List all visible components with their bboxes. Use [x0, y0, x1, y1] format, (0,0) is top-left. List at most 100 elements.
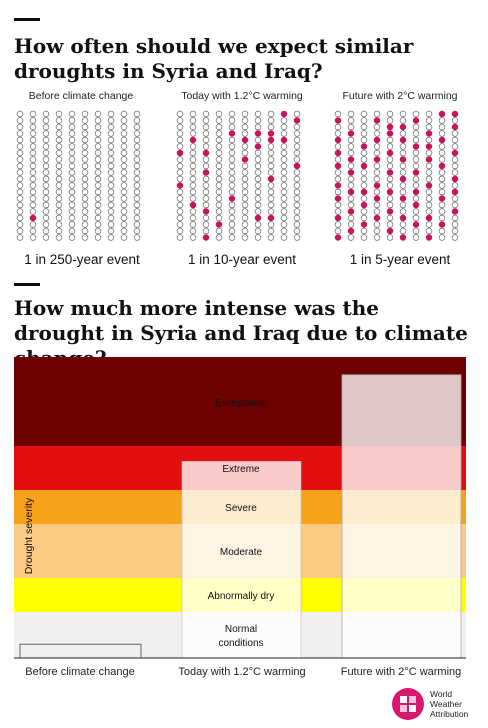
waffle-dot	[202, 214, 210, 222]
wwa-logo-text: World Weather Attribution	[430, 689, 468, 719]
waffle-dot	[133, 182, 141, 189]
waffle-dot	[107, 156, 115, 163]
waffle-dot	[215, 182, 223, 189]
waffle-dot	[280, 117, 288, 124]
waffle-dot	[120, 169, 128, 176]
waffle-dot	[412, 123, 420, 131]
waffle-dot	[107, 175, 115, 183]
waffle-dot-highlighted	[438, 110, 446, 118]
waffle-dot	[16, 123, 24, 131]
waffle-dot-highlighted	[412, 143, 420, 150]
waffle-dot	[133, 169, 141, 176]
waffle-dot	[42, 156, 50, 163]
waffle-dot	[254, 221, 262, 228]
waffle-dot-highlighted	[451, 208, 459, 215]
waffle-dot	[215, 136, 223, 144]
waffle-dot-highlighted	[267, 214, 275, 222]
waffle-dot	[373, 227, 381, 235]
waffle-dot	[55, 123, 63, 131]
waffle-dot	[412, 136, 420, 144]
waffle-dot	[412, 130, 420, 137]
waffle-dot	[189, 214, 197, 222]
waffle-dot-highlighted	[451, 149, 459, 157]
waffle-dot	[451, 136, 459, 144]
waffle-dot	[107, 169, 115, 176]
waffle-dot	[94, 195, 102, 202]
waffle-dot	[412, 182, 420, 189]
waffle-dot-highlighted	[386, 169, 394, 176]
waffle-label-future: 1 in 5-year event	[349, 252, 451, 267]
waffle-dot	[94, 208, 102, 215]
waffle-dot	[347, 123, 355, 131]
waffle-dot-highlighted	[386, 149, 394, 157]
waffle-dot	[16, 169, 24, 176]
waffle-dot	[120, 143, 128, 150]
waffle-dot	[29, 234, 37, 241]
waffle-dot	[386, 156, 394, 163]
waffle-dot	[360, 182, 368, 189]
waffle-dot	[347, 136, 355, 144]
waffle-dot	[228, 208, 236, 215]
waffle-dot	[189, 143, 197, 150]
waffle-dot-highlighted	[425, 234, 433, 241]
waffle-dot	[133, 156, 141, 163]
waffle-dot	[254, 234, 262, 241]
waffle-dot	[68, 156, 76, 163]
waffle-dot	[425, 195, 433, 202]
waffle-dot	[94, 156, 102, 163]
waffle-dot	[425, 188, 433, 196]
waffle-dot	[412, 195, 420, 202]
waffle-dot	[228, 149, 236, 157]
waffle-dot	[215, 123, 223, 131]
waffle-dot	[29, 182, 37, 189]
waffle-dot	[280, 175, 288, 183]
waffle-dot	[81, 136, 89, 144]
band-label-extreme: Extreme	[222, 464, 260, 475]
waffle-dot-highlighted	[412, 169, 420, 176]
waffle-dot	[133, 130, 141, 137]
waffle-dot-highlighted	[451, 175, 459, 183]
waffle-dot	[68, 182, 76, 189]
waffle-dot	[42, 110, 50, 118]
waffle-dot	[202, 182, 210, 189]
waffle-dot	[334, 143, 342, 150]
waffle-dot	[254, 188, 262, 196]
waffle-dot	[254, 201, 262, 209]
waffle-dot	[334, 175, 342, 183]
waffle-dot	[267, 188, 275, 196]
waffle-dot	[293, 234, 301, 241]
waffle-dot	[133, 201, 141, 209]
waffle-dot-highlighted	[293, 162, 301, 170]
waffle-dot	[68, 162, 76, 170]
waffle-dot	[412, 149, 420, 157]
waffle-dot	[81, 143, 89, 150]
waffle-dot	[94, 175, 102, 183]
waffle-dot	[334, 169, 342, 176]
waffle-dot	[176, 110, 184, 118]
waffle-dot	[254, 149, 262, 157]
waffle-dot	[68, 221, 76, 228]
waffle-dot	[412, 234, 420, 241]
waffle-dot-highlighted	[451, 188, 459, 196]
section-heading-frequency: How often should we expect similar droug…	[14, 34, 414, 83]
waffle-dot	[94, 110, 102, 118]
waffle-dot	[280, 143, 288, 150]
waffle-dot	[280, 162, 288, 170]
waffle-dot	[29, 156, 37, 163]
waffle-dot-highlighted	[386, 227, 394, 235]
waffle-dot-highlighted	[438, 221, 446, 228]
logo-line-2: Weather	[430, 699, 462, 709]
waffle-dot	[228, 143, 236, 150]
waffle-dot	[438, 201, 446, 209]
waffle-dot	[241, 162, 249, 170]
waffle-dot-highlighted	[280, 110, 288, 118]
waffle-dot	[133, 136, 141, 144]
waffle-dot	[451, 162, 459, 170]
y-axis-title: Drought severity	[23, 497, 35, 574]
waffle-dot	[360, 149, 368, 157]
waffle-dot	[189, 169, 197, 176]
waffle-dot-highlighted	[373, 214, 381, 222]
waffle-dot	[241, 208, 249, 215]
waffle-dot	[16, 214, 24, 222]
